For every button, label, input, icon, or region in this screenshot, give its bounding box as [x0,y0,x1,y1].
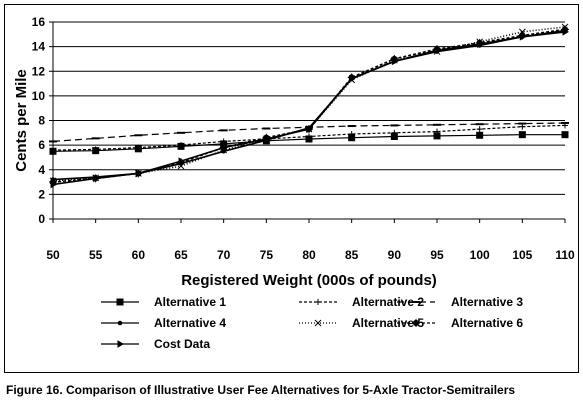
series-line [52,31,566,186]
x-tick-label: 80 [302,248,316,262]
y-tick-label: 12 [32,64,46,78]
marker-arrow [306,125,313,134]
legend-label: Cost Data [154,337,210,351]
marker-arrow [477,40,484,49]
legend-item: Alternative 4 [101,316,226,330]
legend-label: Alternative 3 [451,295,523,309]
legend-item: Alternative 1 [101,295,226,309]
x-tick-label: 75 [260,248,274,262]
y-tick-label: 6 [38,138,45,152]
marker-square [561,131,569,139]
x-axis-title: Registered Weight (000s of pounds) [181,272,437,289]
marker-square [476,131,484,139]
y-tick-label: 10 [32,89,46,103]
x-tick-label: 85 [345,248,359,262]
marker-square [116,298,124,306]
legend-label: Alternative 6 [451,316,523,330]
series-6 [49,25,569,187]
legend-label: Alternative 2 [352,295,424,309]
marker-arrow [519,32,527,41]
marker-arrow [562,27,569,36]
gridlines [53,21,565,195]
series-4 [50,28,568,182]
marker-arrow [349,74,356,83]
x-tick-label: 70 [217,248,231,262]
marker-arrow [221,143,228,152]
marker-arrow [117,340,124,348]
marker-dot [117,320,123,326]
x-tick-label: 55 [89,248,103,262]
y-tick-label: 8 [38,114,45,128]
series-line [52,28,566,183]
x-tick-label: 95 [430,248,444,262]
marker-arrow [178,157,185,166]
marker-arrow [135,169,143,178]
marker-square [518,131,526,139]
y-axis-title: Cents per Mile [13,69,30,172]
marker-arrow [263,135,271,143]
legend-item: Alternative 2 [299,295,424,309]
legend-item: Alternative 3 [397,295,523,309]
series-5 [49,23,569,185]
marker-arrow [50,180,57,189]
legend-item: Alternative 5 [299,316,424,330]
x-tick-label: 60 [132,248,146,262]
chart-frame: 0 2 4 6 8 10 12 14 16 50 55 60 65 70 75 80 85 90 95 100 105 1… [4,4,579,373]
x-tick-label: 105 [512,248,532,262]
y-tick-label: 2 [38,187,45,201]
series-lines [49,23,569,189]
line-chart: 0 2 4 6 8 10 12 14 16 50 55 60 65 70 75 80 85 90 95 100 105 1… [13,15,575,351]
figure-caption: Figure 16. Comparison of Illustrative Us… [6,383,516,397]
legend-label: Alternative 1 [154,295,226,309]
series-7 [50,27,569,189]
legend-item: Cost Data [101,337,210,351]
marker-arrow [93,174,100,183]
marker-arrow [434,46,441,55]
legend-label: Alternative 4 [154,316,226,330]
x-tick-label: 50 [46,248,60,262]
marker-asterisk-b [314,319,322,327]
legend: Alternative 1 Alternative 2 Alternative 3 A… [101,295,523,351]
axes: 0 2 4 6 8 10 12 14 16 50 55 60 65 70 75 80 85 90 95 100 105 1… [32,15,575,262]
series-line [52,29,566,181]
x-tick-label: 100 [470,248,490,262]
legend-item: Alternative 6 [397,316,523,330]
series-line [52,26,566,182]
y-tick-label: 14 [32,40,46,54]
x-tick-label: 110 [555,248,575,262]
y-tick-label: 0 [38,212,45,226]
legend-label: Alternative 5 [352,316,424,330]
marker-arrow [391,57,399,66]
x-tick-label: 65 [174,248,188,262]
series-2 [50,122,568,154]
y-tick-label: 16 [32,15,46,29]
y-tick-label: 4 [38,163,45,177]
x-tick-label: 90 [388,248,402,262]
